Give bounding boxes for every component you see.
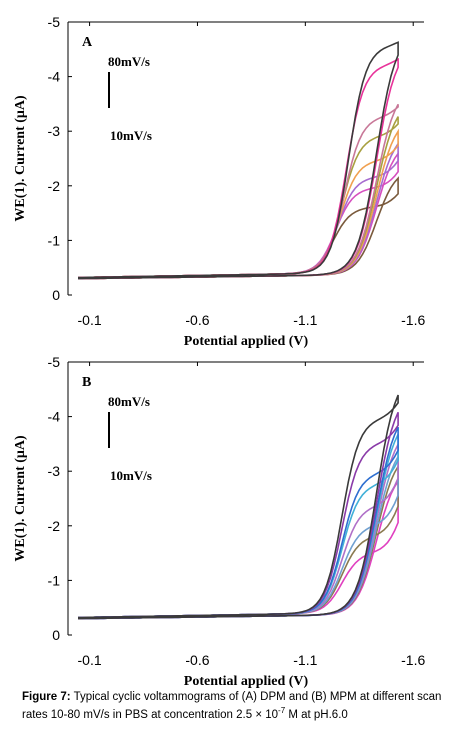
x-tick-label: -1.1 bbox=[293, 312, 317, 328]
x-tick-label: -0.1 bbox=[78, 652, 102, 668]
panel-label: B bbox=[82, 375, 91, 390]
x-tick-label: -0.6 bbox=[185, 652, 209, 668]
y-tick-label: -5 bbox=[48, 14, 61, 30]
panel-label: A bbox=[82, 35, 93, 50]
y-axis-label: WE(1). Current (μA) bbox=[13, 95, 28, 222]
cv-curve-8 bbox=[78, 394, 399, 620]
caption-label: Figure 7: bbox=[22, 691, 71, 703]
x-tick-label: -1.6 bbox=[401, 312, 425, 328]
y-tick-label: -5 bbox=[48, 354, 61, 370]
y-tick-label: -1 bbox=[48, 232, 61, 248]
caption-exponent: -7 bbox=[278, 706, 286, 715]
y-tick-label: -4 bbox=[48, 409, 61, 425]
figure-caption: Figure 7: Typical cyclic voltammograms o… bbox=[22, 690, 442, 722]
x-axis-label: Potential applied (V) bbox=[184, 674, 309, 689]
y-tick-label: -4 bbox=[48, 69, 61, 85]
y-tick-label: 0 bbox=[52, 627, 60, 643]
y-tick-label: -2 bbox=[48, 518, 61, 534]
x-tick-label: -1.6 bbox=[401, 652, 425, 668]
cv-curve-7 bbox=[78, 411, 399, 620]
y-axis-label: WE(1). Current (μA) bbox=[13, 435, 28, 562]
caption-text-end: M at pH.6.0 bbox=[285, 708, 348, 721]
x-tick-label: -0.6 bbox=[185, 312, 209, 328]
annotation-low-rate: 10mV/s bbox=[110, 128, 152, 143]
cv-curve-8 bbox=[78, 41, 399, 280]
annotation-high-rate: 80mV/s bbox=[108, 394, 150, 409]
caption-text: Typical cyclic voltammograms of (A) DPM … bbox=[22, 691, 442, 721]
annotation-low-rate: 10mV/s bbox=[110, 468, 152, 483]
x-tick-label: -1.1 bbox=[293, 652, 317, 668]
y-tick-label: -2 bbox=[48, 178, 61, 194]
cv-curve-5 bbox=[78, 434, 399, 620]
annotation-high-rate: 80mV/s bbox=[108, 54, 150, 69]
y-tick-label: 0 bbox=[52, 287, 60, 303]
y-tick-label: -1 bbox=[48, 572, 61, 588]
x-axis-label: Potential applied (V) bbox=[184, 334, 309, 349]
x-tick-label: -0.1 bbox=[78, 312, 102, 328]
y-tick-label: -3 bbox=[48, 463, 61, 479]
chart-panel-b: -5 -4 -3 -2 -1 0 -0.1 -0.6 -1.1 -1.6 Potential app… bbox=[13, 354, 425, 689]
y-tick-label: -3 bbox=[48, 123, 61, 139]
chart-panel-a: -5 -4 -3 -2 -1 0 -0.1 -0.6 -1.1 -1.6 Potential app… bbox=[13, 14, 425, 349]
